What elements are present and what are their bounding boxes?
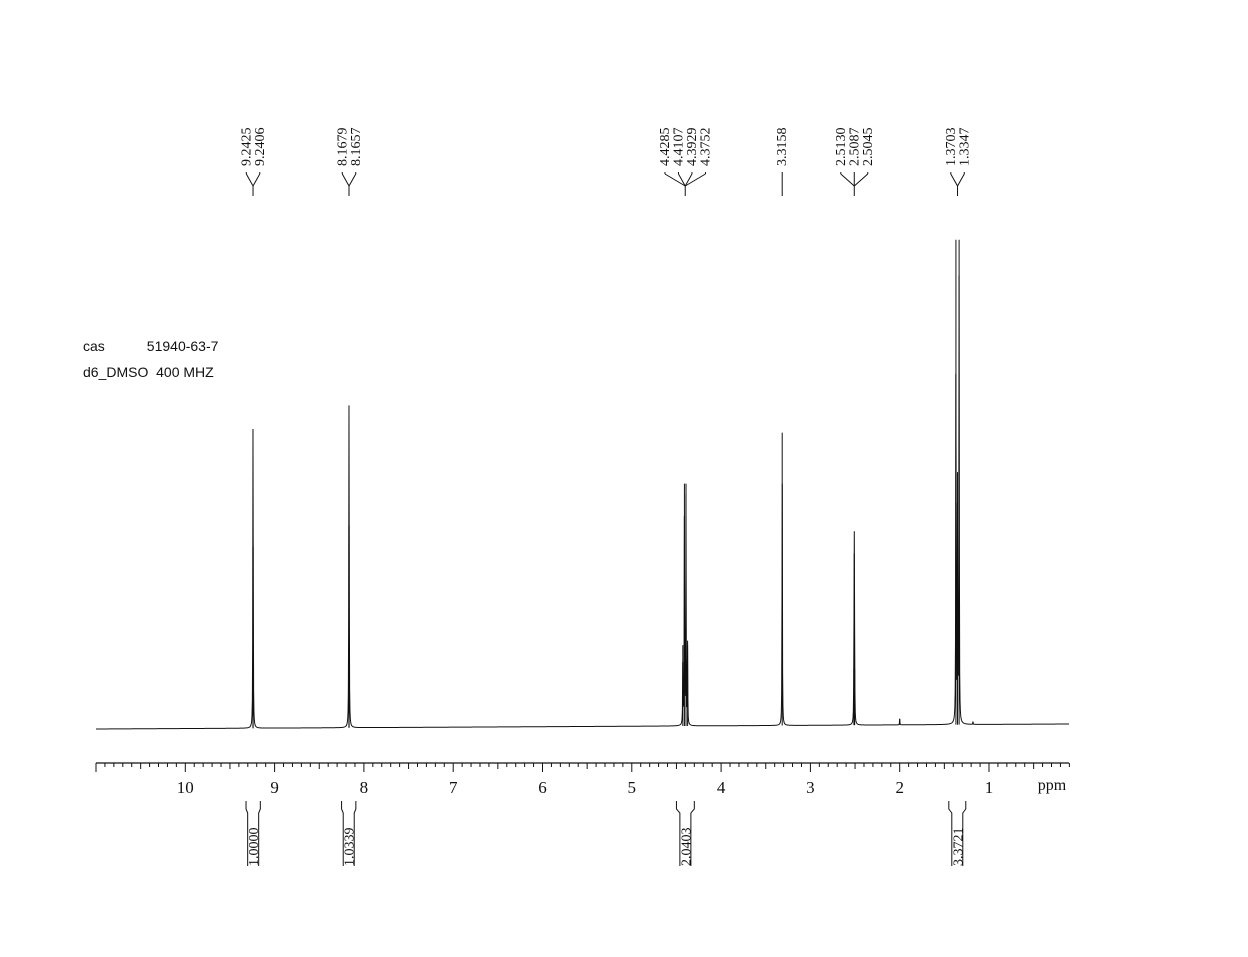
integral-0: 1.0000	[245, 801, 262, 867]
peak-label: 1.3703	[944, 128, 959, 167]
integral-bracket	[245, 801, 261, 866]
peak-label: 4.3752	[698, 128, 713, 167]
x-tick-label-2: 2	[895, 778, 904, 797]
peak-label-connector	[678, 173, 686, 187]
peak-label: 8.1657	[349, 128, 364, 167]
peak-label-connector	[684, 173, 693, 187]
x-tick-label-7: 7	[449, 778, 458, 797]
peak-label-connector	[957, 173, 965, 187]
peak-label: 9.2406	[253, 128, 268, 167]
integral-value: 1.0000	[247, 828, 262, 867]
integral-2: 2.0403	[675, 801, 695, 867]
spectrum-trace	[96, 275, 1069, 730]
peak-label-connector	[664, 173, 686, 187]
peak-label-group-h2o: 3.3158	[775, 128, 790, 196]
cas-number: 51940-63-7	[146, 338, 219, 354]
peak-label-connector	[348, 173, 357, 187]
integral-3: 3.3721	[948, 801, 967, 867]
integral-value: 2.0403	[679, 828, 694, 867]
peak-label: 4.4107	[671, 128, 686, 167]
integral-value: 1.0339	[343, 828, 358, 867]
x-tick-label-6: 6	[538, 778, 547, 797]
solvent-frequency: d6_DMSO 400 MHZ	[83, 364, 214, 380]
integral-value: 3.3721	[951, 828, 966, 867]
peak-label-connector	[853, 173, 869, 187]
x-tick-label-9: 9	[270, 778, 279, 797]
peak-label: 1.3347	[957, 128, 972, 167]
x-axis-label: ppm	[1038, 777, 1067, 794]
integral-bracket	[341, 801, 357, 866]
x-tick-label-4: 4	[717, 778, 726, 797]
peak-label: 2.5045	[861, 128, 876, 167]
integral-1: 1.0339	[341, 801, 358, 867]
x-tick-label-5: 5	[628, 778, 637, 797]
cas-line: cas 51940-63-7	[83, 338, 218, 354]
peak-label: 9.2425	[239, 128, 254, 167]
peak-label-connector	[840, 173, 855, 187]
peak-label-connector	[950, 173, 958, 187]
cas-label: cas	[83, 338, 105, 354]
peak-label: 3.3158	[775, 128, 790, 167]
x-tick-label-8: 8	[360, 778, 369, 797]
peak-label: 8.1679	[335, 128, 350, 167]
peak-label: 2.5087	[847, 128, 862, 167]
peak-label-connector	[252, 173, 261, 187]
integral-bracket	[675, 801, 695, 866]
x-tick-label-1: 1	[985, 778, 994, 797]
peak-label-connector	[684, 173, 706, 187]
peak-label: 2.5130	[834, 128, 849, 167]
x-tick-label-10: 10	[177, 778, 194, 797]
integral-bracket	[948, 801, 967, 866]
x-tick-label-3: 3	[806, 778, 815, 797]
peak-label-connector	[245, 173, 254, 187]
peak-label: 4.4285	[658, 128, 673, 167]
peak-label-connector	[341, 173, 350, 187]
peak-label: 4.3929	[685, 128, 700, 167]
